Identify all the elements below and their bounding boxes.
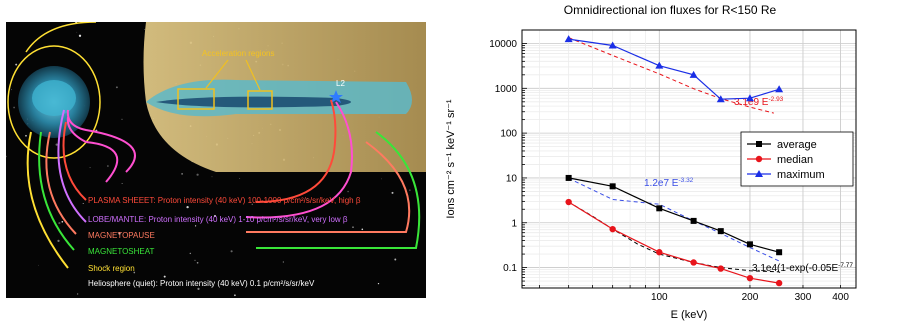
star [61,221,63,223]
star [181,173,183,175]
star [76,32,77,33]
data-point-circle [747,275,753,281]
data-point-square [776,249,782,255]
star [25,135,27,137]
legend-shock-region: Shock region [88,264,135,273]
star [197,288,199,290]
data-point-square [691,218,697,224]
y-tick-label: 10000 [489,39,517,50]
star [361,228,363,230]
star [391,192,393,194]
ion-flux-chart: Omnidirectional ion fluxes for R<150 Re … [432,0,898,327]
data-point-triangle [655,62,663,69]
star [107,165,109,167]
legend-magnetosheath: MAGNETOSHEAT [88,247,154,256]
star [164,276,166,278]
fit-label: 1.2e7 E-3.32 [644,177,694,189]
data-point-square [747,241,753,247]
star [347,191,349,193]
fit-label: 3.1e4(1-exp(-0.05E-7.77 [752,262,853,274]
y-tick-label: 1000 [495,84,518,95]
l2-label: L2 [336,79,345,88]
star [121,119,122,120]
legend-marker [756,156,762,162]
x-tick-label: 300 [795,292,812,303]
star [409,190,410,191]
magnetosphere-illustration: Acceleration regions L2 PLASMA SHEEET: P… [6,22,426,298]
legend-heliosphere: Heliosphere (quiet): Proton intensity (4… [88,279,315,288]
star [186,206,188,208]
data-point-circle [718,265,724,271]
legend-label: median [777,154,813,166]
x-tick-label: 100 [651,292,668,303]
y-tick-label: 1 [511,218,517,229]
star [283,261,284,262]
inner-magnetosphere [32,80,76,116]
star [231,250,233,252]
series-line [569,178,780,252]
legend-label: average [777,139,817,151]
data-point-square [656,205,662,211]
data-point-square [566,175,572,181]
star [394,259,396,261]
data-point-triangle [775,85,783,92]
data-point-circle [565,199,571,205]
star [212,176,213,177]
star [90,167,91,168]
star [58,222,60,224]
x-tick-label: 200 [742,292,759,303]
chart-legend: average median maximum [741,132,853,186]
star [195,225,196,226]
y-tick-label: 0.1 [503,263,517,274]
star [11,89,12,90]
star [197,262,199,264]
star [15,64,17,66]
legend-label: maximum [777,169,825,181]
star [38,265,39,266]
x-tick-label: 400 [832,292,849,303]
star [83,203,84,204]
legend-magnetopause: MAGNETOPAUSE [88,231,155,240]
data-point-circle [609,226,615,232]
star [79,35,81,37]
y-tick-label: 10 [506,173,518,184]
star [352,226,354,228]
fit-line [569,202,780,272]
star [194,260,195,261]
star [239,178,240,179]
fit-line [569,178,780,261]
y-tick-label: 100 [500,129,517,140]
star [196,174,198,176]
data-point-circle [690,259,696,265]
star [378,283,379,284]
star [57,240,59,242]
y-axis-label: Ions cm⁻² s⁻¹ keV⁻¹ sr⁻¹ [445,99,457,219]
legend-lobe-mantle: LOBE/MANTLE: Proton intensity (40 keV) 1… [88,215,348,224]
legend-marker [756,141,762,147]
chart-title: Omnidirectional ion fluxes for R<150 Re [564,3,777,17]
star [144,29,145,30]
star [122,183,123,184]
star [190,253,191,254]
data-point-circle [776,280,782,286]
star [56,143,58,145]
star [13,107,15,109]
legend-plasma-sheet: PLASMA SHEEET: Proton intensity (40 keV)… [88,196,361,205]
star [234,294,236,296]
data-point-square [718,228,724,234]
star [381,179,382,180]
star [116,86,118,88]
x-axis-label: E (keV) [671,309,708,321]
data-point-square [610,183,616,189]
acceleration-label: Acceleration regions [202,49,274,58]
data-point-circle [656,249,662,255]
star [77,293,78,294]
